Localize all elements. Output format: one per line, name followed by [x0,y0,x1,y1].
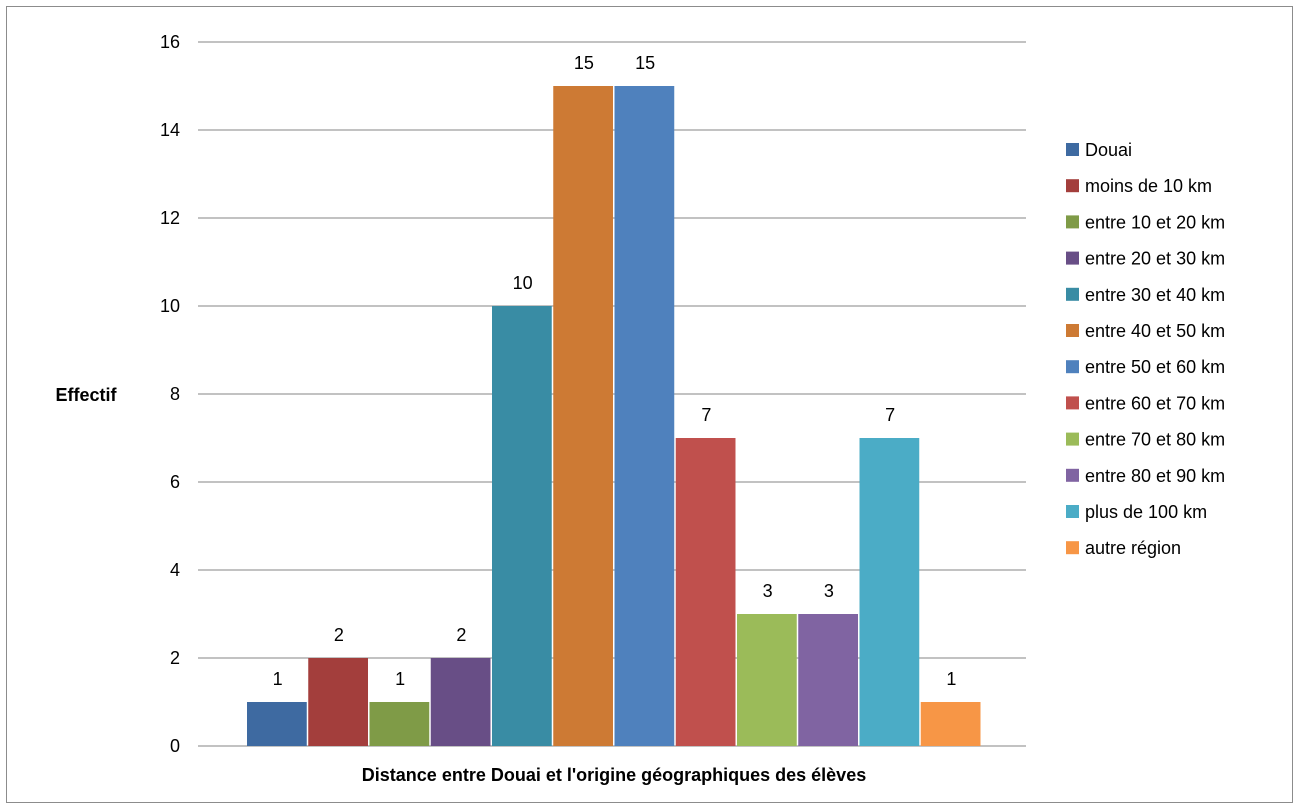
x-axis-title: Distance entre Douai et l'origine géogra… [362,765,866,785]
legend-swatch [1066,179,1079,193]
legend-item: entre 60 et 70 km [1066,393,1225,413]
legend-swatch [1066,505,1079,518]
data-label: 3 [763,581,773,601]
legend-swatch [1066,468,1079,482]
data-label: 7 [885,405,895,425]
legend-label: autre région [1085,538,1181,558]
legend-swatch [1066,396,1079,410]
legend-item: autre région [1066,538,1181,558]
legend-label: moins de 10 km [1085,176,1212,196]
legend-item: entre 70 et 80 km [1066,430,1225,450]
bar [430,658,491,746]
legend-item: entre 50 et 60 km [1066,357,1225,377]
bars [247,86,981,746]
bar [614,86,675,746]
legend-item: entre 10 et 20 km [1066,212,1225,232]
y-tick-labels: 0 2 4 6 8 10 12 14 16 [160,32,180,756]
legend-swatch [1066,287,1079,301]
legend: Douai moins de 10 km entre 10 et 20 km entr… [1066,140,1225,558]
data-labels: 1 2 1 2 10 15 15 7 3 3 7 1 [273,53,957,689]
legend-item: moins de 10 km [1066,176,1212,196]
legend-item: entre 40 et 50 km [1066,321,1225,341]
data-label: 3 [824,581,834,601]
y-tick-label: 0 [170,736,180,756]
y-axis-title: Effectif [55,385,117,405]
legend-label: entre 80 et 90 km [1085,466,1225,486]
data-label: 1 [946,669,956,689]
legend-label: entre 70 et 80 km [1085,430,1225,450]
y-tick-label: 10 [160,296,180,316]
legend-item: Douai [1066,140,1132,160]
bar [369,702,430,746]
data-label: 1 [273,669,283,689]
legend-label: entre 30 et 40 km [1085,285,1225,305]
legend-label: entre 10 et 20 km [1085,212,1225,232]
legend-swatch [1066,143,1079,156]
bar [308,658,368,746]
bar [492,306,552,746]
y-tick-label: 4 [170,560,180,580]
legend-label: entre 60 et 70 km [1085,393,1225,413]
data-label: 2 [334,625,344,645]
bar [920,702,981,746]
data-label: 1 [395,669,405,689]
legend-swatch [1066,324,1079,337]
legend-label: entre 50 et 60 km [1085,357,1225,377]
legend-label: entre 40 et 50 km [1085,321,1225,341]
bar [553,86,613,746]
y-tick-label: 8 [170,384,180,404]
bar [247,702,307,746]
bar [675,438,736,746]
data-label: 7 [701,405,711,425]
legend-item: entre 30 et 40 km [1066,285,1225,305]
data-label: 15 [635,53,655,73]
y-tick-label: 14 [160,120,180,140]
legend-label: Douai [1085,140,1132,160]
y-tick-label: 12 [160,208,180,228]
y-tick-label: 2 [170,648,180,668]
legend-label: entre 20 et 30 km [1085,249,1225,269]
legend-swatch [1066,360,1079,374]
legend-swatch [1066,541,1079,555]
legend-swatch [1066,215,1079,229]
legend-item: entre 80 et 90 km [1066,466,1225,486]
data-label: 10 [513,273,533,293]
legend-swatch [1066,432,1079,446]
bar [798,614,858,746]
data-label: 15 [574,53,594,73]
bar [859,438,920,746]
data-label: 2 [456,625,466,645]
legend-label: plus de 100 km [1085,502,1207,522]
legend-item: entre 20 et 30 km [1066,249,1225,269]
bar [737,614,797,746]
y-tick-label: 6 [170,472,180,492]
y-tick-label: 16 [160,32,180,52]
legend-swatch [1066,251,1079,265]
legend-item: plus de 100 km [1066,502,1207,522]
